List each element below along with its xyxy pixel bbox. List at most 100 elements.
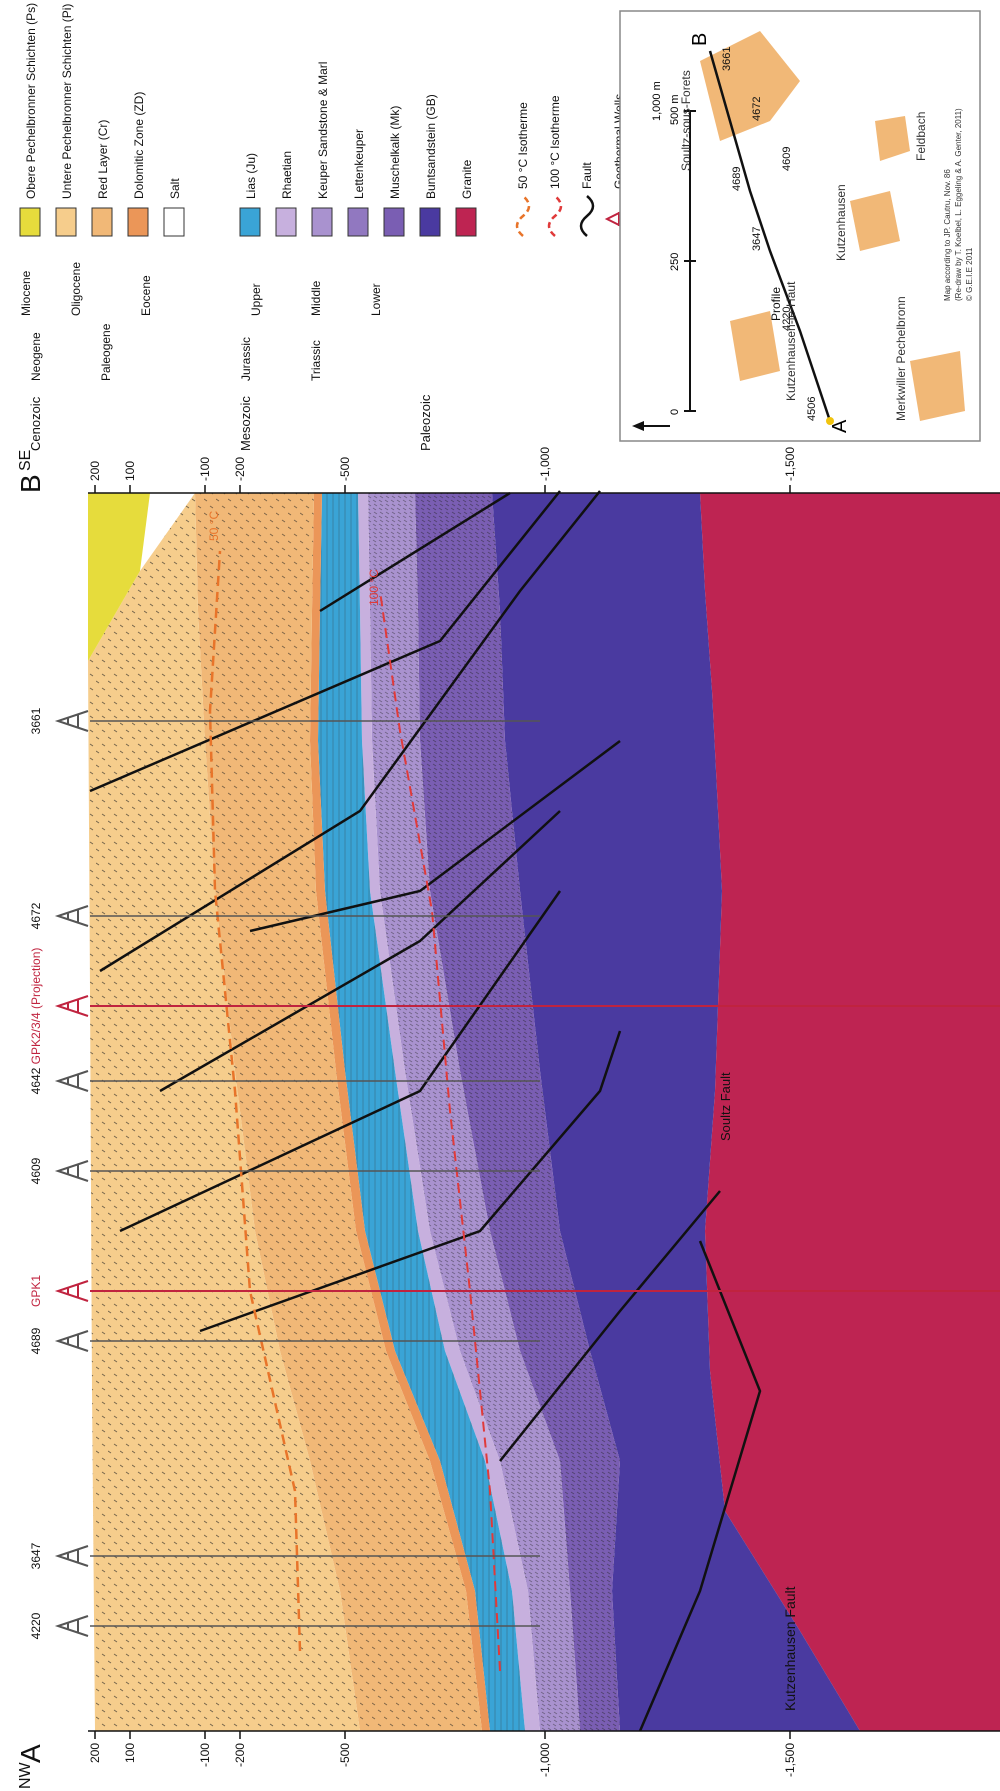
north-arrow-icon [632,421,670,431]
end-b-label: B [15,474,46,493]
legend-symbol: 50 °C Isotherme [515,102,531,237]
old-oil-well: 4689 [29,1327,540,1354]
oil-derrick-icon [54,1330,89,1352]
period-label: Jurassic [239,337,253,381]
nw-label: NW [17,1761,34,1789]
legend-symbol-label: 100 °C Isotherme [548,95,562,189]
depth-tick-label-right: -500 [338,457,352,481]
inset-well-label: 4220 [781,307,793,331]
oil-derrick-icon [54,905,89,927]
scale-label-500: 500 m [669,94,681,125]
well-label: 3661 [29,707,43,734]
town-kutzenhausen-area [850,191,900,251]
well-label: 4672 [29,902,43,929]
profile-label: Profile [769,287,783,321]
legend-unit: Muschelkalk (Mk) [383,106,405,237]
depth-ticks: 200 200 100 100 -100 -100 -200 -200 -500 -500 -1,0… [88,447,797,1777]
credit-line-2: (Re-draw by T. Koelbel, L. Eggeling & A.… [954,108,963,301]
town-label-feldbach: Feldbach [914,112,928,161]
unit-obere-pechelbronner [88,493,150,661]
scale-label-250: 250 [669,253,681,271]
well-4506-marker [826,417,834,425]
old-oil-well: 4642 [29,1067,540,1094]
depth-tick-label-left: -500 [338,1743,352,1767]
legend-unit: Rhaetian [275,151,297,237]
cross-section: 50 °C 100 °C 4220 3647 4689 GPK1 4609 4642 GPK… [15,447,1000,1789]
legend-unit-label: Lias (Ju) [244,153,258,199]
epoch-label: Eocene [139,275,153,316]
depth-tick-label-left: -100 [198,1743,212,1767]
legend-symbol: Fault [579,162,595,237]
town-feldbach-area [875,116,910,161]
legend-symbol-label: 50 °C Isotherme [516,102,530,189]
inset-well-label: 3661 [721,47,733,71]
epoch-label: Miocene [19,270,33,316]
depth-tick-label-left: -200 [233,1743,247,1767]
legend-unit-label: Keuper Sandstone & Marl [316,62,330,199]
geothermal-well: GPK2/3/4 (Projection) [29,948,1000,1065]
town-kutzenhausen-le-haut-area [730,311,780,381]
inset-point-a: A [829,419,851,433]
se-label: SE [17,450,34,471]
well-label: 4220 [29,1612,43,1639]
depth-tick-label-left: 200 [88,1743,102,1763]
legend-swatch [311,207,333,237]
epoch-label: Oligocene [69,262,83,316]
unit-granite [700,493,1000,1731]
legend-unit-label: Muschelkalk (Mk) [388,106,402,199]
legend-unit-label: Dolomitic Zone (ZD) [132,92,146,199]
inset-well-label: 3647 [751,227,763,251]
town-merkwiller-area [910,351,965,421]
unit-dolomitic-zone [310,493,490,1731]
depth-tick-label-right: 200 [88,461,102,481]
old-oil-well: 4220 [29,1612,540,1639]
geothermal-well: GPK1 [29,1275,1000,1307]
inset-point-b: B [689,33,711,46]
fault-label-kutzenhausen: Kutzenhausen Fault [782,1586,798,1711]
legend-units: Obere Pechelbronner Schichten (Ps) Untere… [19,3,477,237]
legend-unit-label: Salt [168,178,182,199]
well-label: 3647 [29,1542,43,1569]
well-label: 4642 [29,1067,43,1094]
legend-line-icon [515,195,531,237]
legend-unit-label: Rhaetian [280,151,294,199]
legend: Cenozoic Neogene Paleogene Mesozoic Jurassic… [19,3,660,451]
oil-derrick-icon [54,710,89,732]
depth-tick-label-left: -1,500 [783,1743,797,1777]
legend-swatch [275,207,297,237]
fault-label-soultz: Soultz Fault [718,1072,733,1141]
faults [89,490,762,1732]
legend-unit: Obere Pechelbronner Schichten (Ps) [19,3,41,237]
inset-well-labels: 4506 4220 3647 4689 4609 4672 3661 [721,47,818,421]
legend-unit-label: Granite [460,159,474,199]
isotherm-100-line [379,590,501,1672]
legend-unit: Lias (Ju) [239,153,261,237]
inset-well-label: 4672 [751,97,763,121]
isotherm-50-label: 50 °C [207,511,221,541]
epoch-label: Middle [309,280,323,316]
legend-unit: Granite [455,159,477,237]
inset-credits: Map according to JP. Cautru, Nov. 86 (Re… [943,108,974,301]
oil-derrick-icon [54,1545,89,1567]
legend-swatch [127,207,149,237]
wells: 4220 3647 4689 GPK1 4609 4642 GPK2/3/4 (Projec… [29,707,1000,1639]
legend-line-icon [579,195,595,237]
town-label-merkwiller: Merkwiller Pechelbronn [894,296,908,421]
legend-eras: Cenozoic Neogene Paleogene Mesozoic Jurassic… [19,262,433,451]
depth-tick-label-right: -100 [198,457,212,481]
depth-tick-label-left: -1,000 [538,1743,552,1777]
legend-unit: Salt [163,178,185,237]
legend-symbol-label: Fault [580,162,594,189]
legend-unit: Buntsandstein (GB) [419,94,441,237]
scale-label-0: 0 [669,409,681,415]
unit-buntsandstein [492,493,860,1731]
legend-unit: Keuper Sandstone & Marl [311,62,333,237]
geothermal-derrick-icon [54,1280,89,1302]
town-label-kutzenhausen: Kutzenhausen [834,184,848,261]
isotherm-50-line [208,550,302,1652]
inset-well-label: 4689 [731,167,743,191]
well-label: GPK2/3/4 (Projection) [29,948,43,1065]
depth-tick-label-right: -1,000 [538,447,552,481]
old-oil-well: 3661 [29,707,540,734]
well-label: 4689 [29,1327,43,1354]
